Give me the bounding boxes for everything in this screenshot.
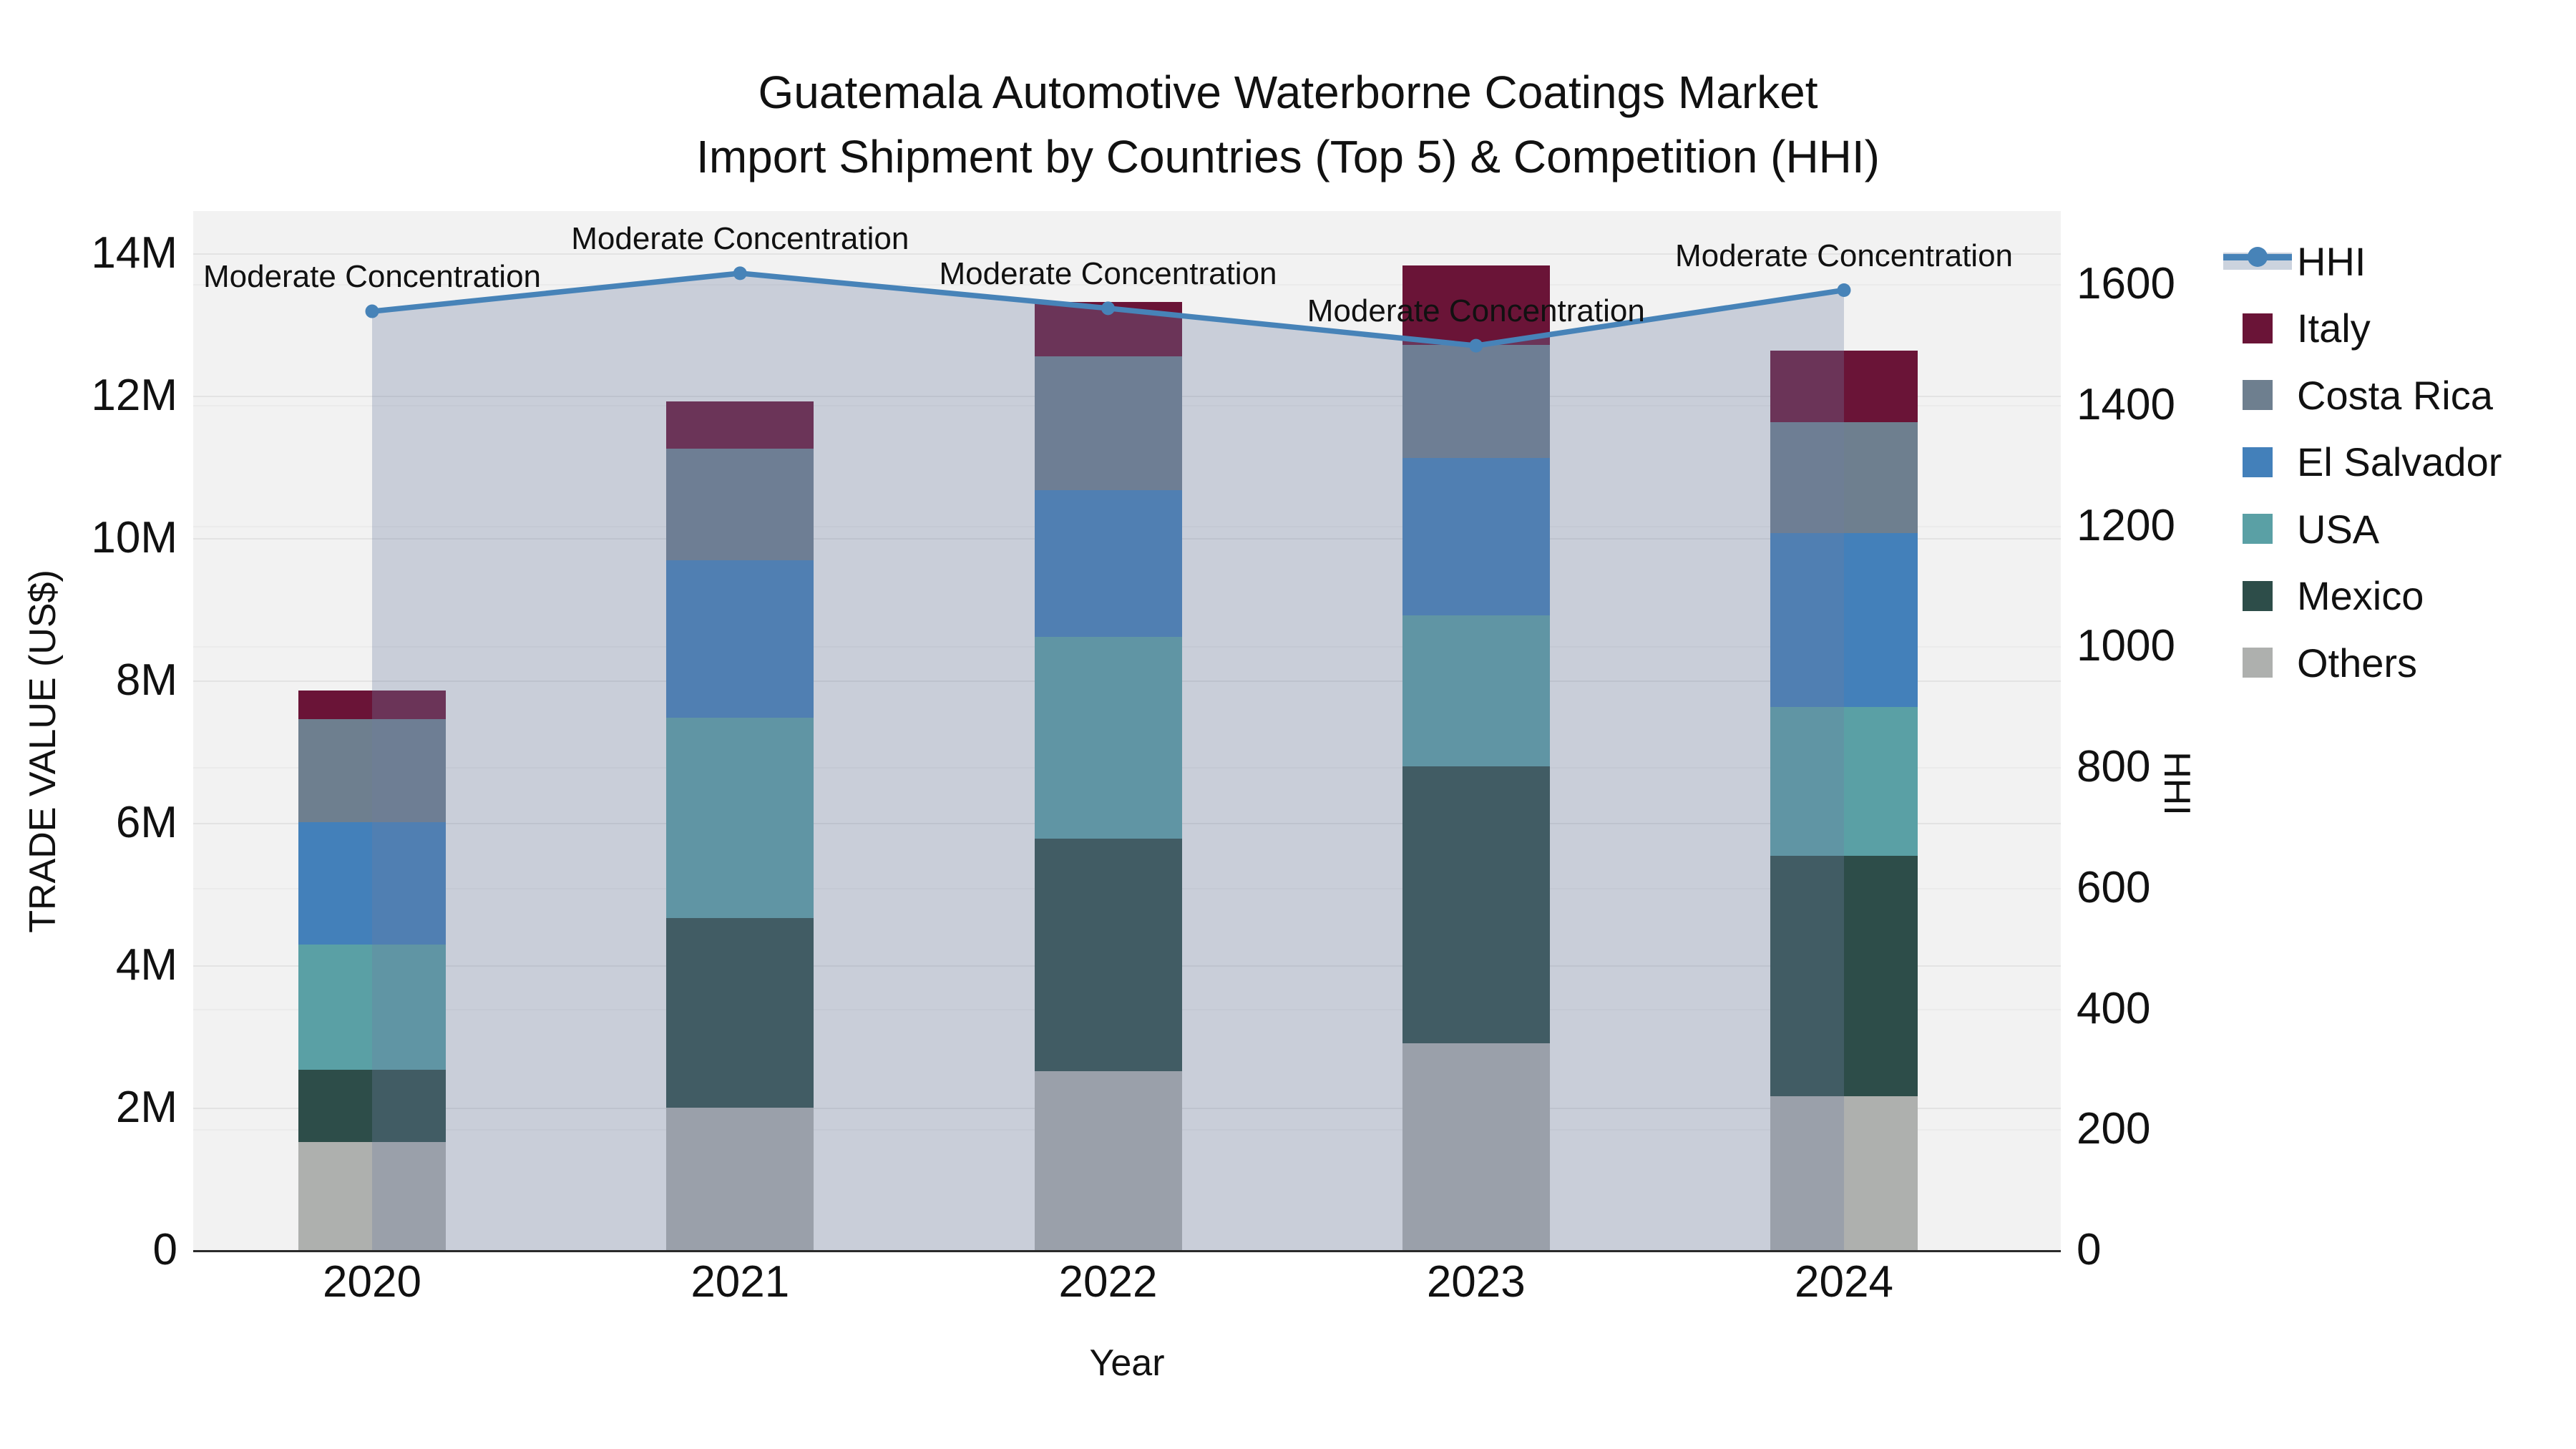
chart-title-line1: Guatemala Automotive Waterborne Coatings…	[758, 67, 1818, 118]
bar-segment-italy-2020	[298, 690, 446, 719]
legend-swatch-costa-rica	[2218, 380, 2297, 410]
y-left-tick-2M: 2M	[115, 1083, 177, 1132]
legend-item-costa-rica[interactable]: Costa Rica	[2218, 362, 2493, 428]
bar-segment-costa-rica-2022	[1034, 356, 1182, 491]
annotation-2022: Moderate Concentration	[939, 255, 1277, 291]
hhi-marker-2023	[1469, 338, 1483, 353]
y-axis-title-left: TRADE VALUE (US$)	[22, 570, 64, 933]
bar-segment-costa-rica-2021	[666, 449, 814, 560]
bar-segment-usa-2021	[666, 717, 814, 919]
y-right-tick-800: 800	[2077, 742, 2151, 791]
hhi-series	[365, 266, 1851, 1250]
legend-swatch-usa	[2218, 514, 2297, 544]
legend-label-el-salvador: El Salvador	[2297, 439, 2502, 484]
bar-segment-others-2023	[1402, 1043, 1550, 1250]
plot-area: Moderate Concentration Moderate Concentra…	[193, 211, 2061, 1252]
x-tick-2024: 2024	[1795, 1257, 1893, 1307]
bar-segment-mexico-2021	[666, 918, 814, 1108]
y-left-tick-4M: 4M	[115, 940, 177, 990]
x-tick-2021: 2021	[691, 1257, 790, 1307]
bar-segment-others-2024	[1770, 1096, 1918, 1250]
legend-label-mexico: Mexico	[2297, 573, 2424, 618]
y-left-tick-14M: 14M	[91, 228, 177, 278]
hhi-area-fill	[372, 273, 1844, 1250]
bar-segment-usa-2020	[298, 945, 446, 1070]
x-tick-2020: 2020	[323, 1257, 421, 1307]
y-right-tick-1000: 1000	[2077, 621, 2175, 671]
y-right-tick-1200: 1200	[2077, 500, 2175, 550]
legend-label-others: Others	[2297, 640, 2418, 686]
y-right-tick-1600: 1600	[2077, 259, 2175, 309]
hhi-marker-2024	[1837, 283, 1851, 298]
bar-segment-mexico-2020	[298, 1070, 446, 1142]
legend-swatch-others	[2218, 648, 2297, 678]
y-left-tick-8M: 8M	[115, 655, 177, 705]
gridline-left-14	[193, 253, 2061, 255]
chart-title-line2: Import Shipment by Countries (Top 5) & C…	[696, 131, 1880, 182]
bar-segment-others-2020	[298, 1141, 446, 1250]
bar-segment-el-salvador-2023	[1402, 458, 1550, 616]
gridline-right-1600	[193, 284, 2061, 286]
y-right-tick-600: 600	[2077, 862, 2151, 912]
hhi-marker-2021	[733, 266, 747, 280]
bar-segment-mexico-2024	[1770, 855, 1918, 1096]
legend-label-hhi: HHI	[2297, 238, 2366, 284]
bar-segment-mexico-2023	[1402, 766, 1550, 1044]
bar-segment-others-2021	[666, 1108, 814, 1250]
bar-segment-usa-2024	[1770, 706, 1918, 856]
y-left-tick-10M: 10M	[91, 512, 177, 562]
legend-item-usa[interactable]: USA	[2218, 496, 2379, 562]
legend-item-italy[interactable]: Italy	[2218, 296, 2371, 361]
y-right-tick-1400: 1400	[2077, 379, 2175, 429]
legend-label-usa: USA	[2297, 506, 2380, 552]
x-tick-2023: 2023	[1426, 1257, 1526, 1307]
legend-item-others[interactable]: Others	[2218, 630, 2417, 696]
x-axis-title: Year	[1089, 1342, 1165, 1384]
annotation-2020: Moderate Concentration	[203, 259, 542, 295]
bar-segment-usa-2023	[1402, 615, 1550, 767]
bar-segment-costa-rica-2024	[1770, 421, 1918, 533]
hhi-marker-2022	[1101, 301, 1115, 316]
legend-item-hhi[interactable]: HHI	[2218, 228, 2366, 294]
hhi-marker-2020	[365, 304, 379, 318]
bar-segment-el-salvador-2022	[1034, 490, 1182, 638]
legend-hhi-line-icon	[2218, 247, 2297, 270]
bar-segment-usa-2022	[1034, 637, 1182, 839]
bar-segment-costa-rica-2020	[298, 718, 446, 822]
legend-item-el-salvador[interactable]: El Salvador	[2218, 429, 2502, 495]
legend-swatch-el-salvador	[2218, 447, 2297, 477]
annotation-2024: Moderate Concentration	[1674, 238, 2014, 273]
bar-segment-others-2022	[1034, 1071, 1182, 1250]
legend-label-italy: Italy	[2297, 306, 2371, 351]
bar-segment-costa-rica-2023	[1402, 345, 1550, 459]
bar-segment-el-salvador-2020	[298, 821, 446, 945]
legend-item-mexico[interactable]: Mexico	[2218, 563, 2424, 629]
x-tick-2022: 2022	[1058, 1257, 1158, 1307]
bar-segment-italy-2021	[666, 401, 814, 449]
legend-swatch-italy	[2218, 313, 2297, 343]
bar-segment-el-salvador-2024	[1770, 532, 1918, 707]
annotation-2023: Moderate Concentration	[1307, 293, 1645, 329]
legend-swatch-mexico	[2218, 580, 2297, 611]
chart-title: Guatemala Automotive Waterborne Coatings…	[0, 60, 2576, 189]
y-left-tick-12M: 12M	[91, 370, 177, 420]
y-right-tick-200: 200	[2077, 1104, 2151, 1154]
y-left-tick-0: 0	[152, 1225, 177, 1274]
legend-label-costa-rica: Costa Rica	[2297, 372, 2493, 418]
bar-segment-el-salvador-2021	[666, 560, 814, 718]
bar-segment-mexico-2022	[1034, 838, 1182, 1072]
bar-segment-italy-2024	[1770, 351, 1918, 422]
y-right-tick-0: 0	[2077, 1225, 2102, 1274]
bar-segment-italy-2023	[1402, 265, 1550, 346]
y-right-tick-400: 400	[2077, 983, 2151, 1033]
y-axis-title-right: HHI	[2156, 751, 2197, 816]
y-left-tick-6M: 6M	[115, 797, 177, 847]
annotation-2021: Moderate Concentration	[571, 220, 909, 256]
